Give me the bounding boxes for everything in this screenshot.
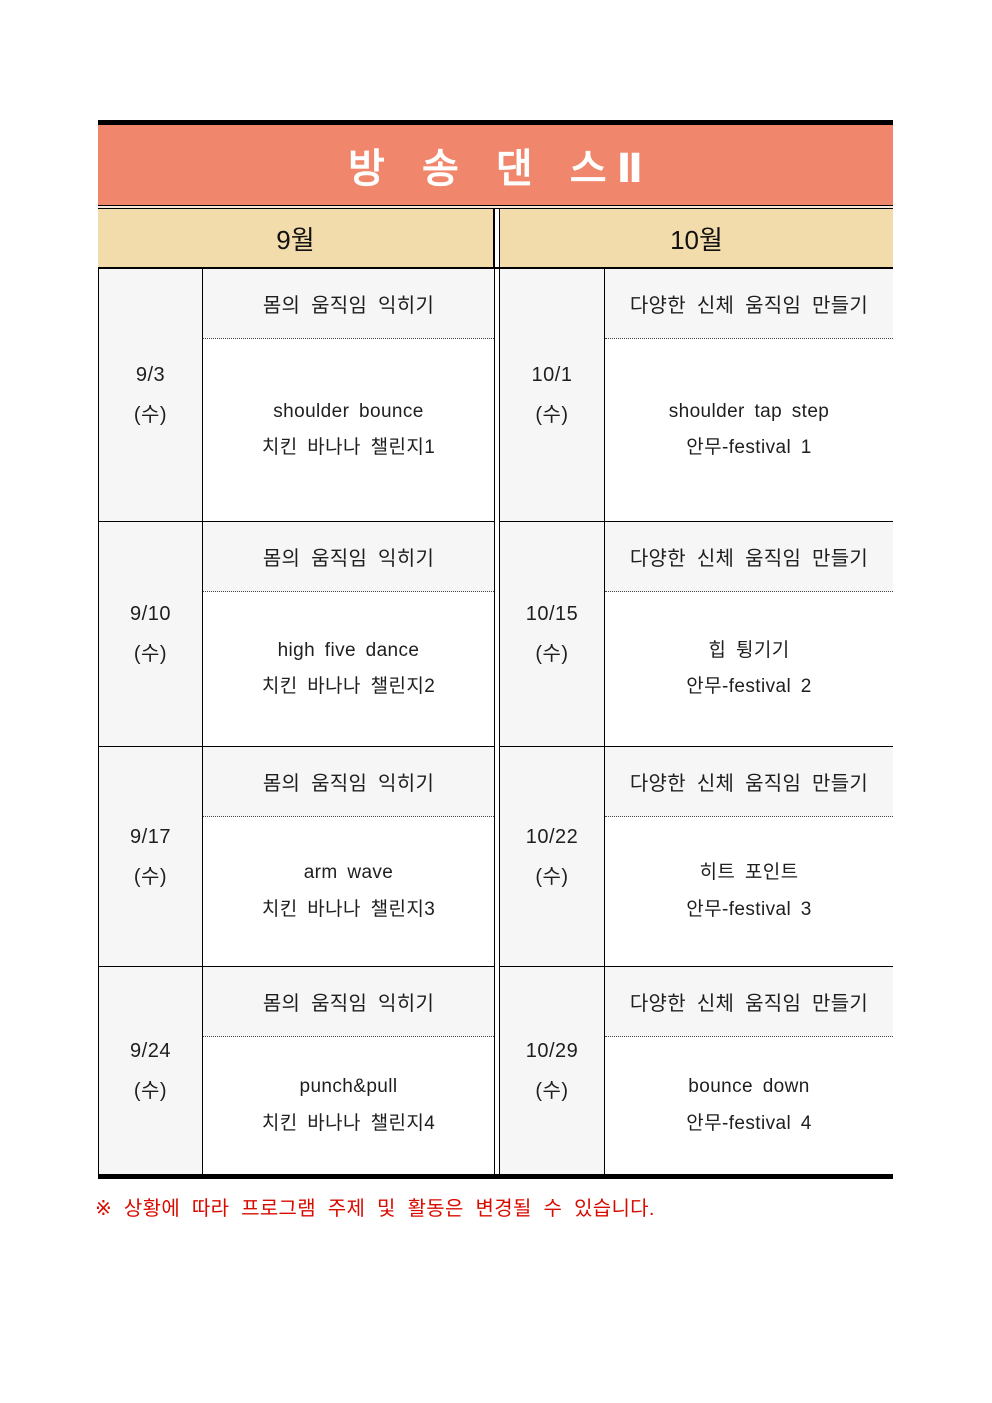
activity-line: 치킨 바나나 챌린지2 [261,676,436,697]
september-cell: 9/17 (수) 몸의 움직임 익히기 arm wave 치킨 바나나 챌린지3 [98,747,494,967]
date-label: 10/22 [525,825,579,848]
topic-cell: 다양한 신체 움직임 만들기 [605,522,893,592]
date-cell: 10/15 (수) [500,522,605,746]
activity-line: 치킨 바나나 챌린지3 [261,898,436,920]
day-label: (수) [535,1079,569,1102]
activity-cell: high five dance 치킨 바나나 챌린지2 [203,592,494,746]
schedule-row-1: 9/3 (수) 몸의 움직임 익히기 shoulder bounce 치킨 바나… [98,269,893,522]
activity-line: shoulder bounce [273,400,424,422]
lesson-cell: 다양한 신체 움직임 만들기 히트 포인트 안무-festival 3 [605,747,893,966]
september-cell: 9/24 (수) 몸의 움직임 익히기 punch&pull 치킨 바나나 챌린… [98,967,494,1174]
date-cell: 9/3 (수) [99,269,203,521]
october-cell: 10/1 (수) 다양한 신체 움직임 만들기 shoulder tap ste… [500,269,893,522]
month-header-october: 10월 [500,209,893,267]
title-divider [98,206,893,208]
lesson-cell: 몸의 움직임 익히기 shoulder bounce 치킨 바나나 챌린지1 [203,269,494,521]
date-label: 10/1 [531,364,573,386]
activity-line: shoulder tap step [668,400,830,422]
date-label: 9/10 [130,603,171,625]
column-divider [494,967,500,1174]
october-cell: 10/29 (수) 다양한 신체 움직임 만들기 bounce down 안무-… [500,967,893,1174]
activity-cell: 히트 포인트 안무-festival 3 [605,817,893,966]
activity-cell: punch&pull 치킨 바나나 챌린지4 [203,1037,494,1174]
topic-cell: 몸의 움직임 익히기 [203,747,494,817]
october-cell: 10/15 (수) 다양한 신체 움직임 만들기 힙 튕기기 안무-festiv… [500,522,893,747]
activity-cell: 힙 튕기기 안무-festival 2 [605,592,893,746]
date-label: 9/24 [130,1039,171,1062]
activity-line: arm wave [303,862,394,884]
topic-cell: 다양한 신체 움직임 만들기 [605,747,893,817]
month-header-september: 9월 [98,209,494,267]
activity-line: high five dance [277,639,420,661]
activity-cell: bounce down 안무-festival 4 [605,1037,893,1174]
date-cell: 9/24 (수) [99,967,203,1174]
activity-line: 안무-festival 4 [686,1112,812,1134]
day-label: (수) [535,865,569,888]
day-label: (수) [133,865,168,888]
day-label: (수) [133,643,168,665]
activity-line: bounce down [688,1076,810,1098]
document-title: 방 송 댄 스Ⅱ [348,147,653,191]
lesson-cell: 몸의 움직임 익히기 punch&pull 치킨 바나나 챌린지4 [203,967,494,1174]
month-header-row: 9월 10월 [98,208,893,269]
column-divider [494,522,500,747]
date-cell: 10/22 (수) [500,747,605,966]
lesson-cell: 다양한 신체 움직임 만들기 bounce down 안무-festival 4 [605,967,893,1174]
schedule-document: 방 송 댄 스Ⅱ 9월 10월 9/3 (수) 몸의 움직임 익히기 shoul… [98,120,893,1179]
column-divider [494,209,500,267]
date-cell: 10/1 (수) [500,269,605,521]
lesson-cell: 몸의 움직임 익히기 arm wave 치킨 바나나 챌린지3 [203,747,494,966]
date-label: 9/3 [135,364,166,386]
topic-cell: 다양한 신체 움직임 만들기 [605,967,893,1037]
title-banner: 방 송 댄 스Ⅱ [98,120,893,206]
day-label: (수) [535,643,569,665]
lesson-cell: 다양한 신체 움직임 만들기 shoulder tap step 안무-fest… [605,269,893,521]
schedule-row-2: 9/10 (수) 몸의 움직임 익히기 high five dance 치킨 바… [98,522,893,747]
date-cell: 10/29 (수) [500,967,605,1174]
activity-cell: arm wave 치킨 바나나 챌린지3 [203,817,494,966]
schedule-row-3: 9/17 (수) 몸의 움직임 익히기 arm wave 치킨 바나나 챌린지3… [98,747,893,967]
activity-line: 치킨 바나나 챌린지4 [261,1112,436,1134]
schedule-row-4: 9/24 (수) 몸의 움직임 익히기 punch&pull 치킨 바나나 챌린… [98,967,893,1174]
day-label: (수) [133,1079,168,1102]
october-cell: 10/22 (수) 다양한 신체 움직임 만들기 히트 포인트 안무-festi… [500,747,893,967]
date-label: 10/15 [525,603,579,625]
lesson-cell: 다양한 신체 움직임 만들기 힙 튕기기 안무-festival 2 [605,522,893,746]
activity-line: punch&pull [299,1076,398,1098]
september-cell: 9/10 (수) 몸의 움직임 익히기 high five dance 치킨 바… [98,522,494,747]
footnote: ※ 상황에 따라 프로그램 주제 및 활동은 변경될 수 있습니다. [95,1198,655,1220]
day-label: (수) [535,404,569,426]
activity-line: 안무-festival 1 [686,437,812,458]
schedule-table-body: 9/3 (수) 몸의 움직임 익히기 shoulder bounce 치킨 바나… [98,269,893,1179]
date-label: 10/29 [525,1039,579,1062]
activity-line: 힙 튕기기 [708,639,790,661]
day-label: (수) [133,404,168,426]
date-cell: 9/10 (수) [99,522,203,746]
activity-cell: shoulder bounce 치킨 바나나 챌린지1 [203,339,494,521]
date-cell: 9/17 (수) [99,747,203,966]
activity-line: 히트 포인트 [699,862,799,884]
topic-cell: 다양한 신체 움직임 만들기 [605,269,893,339]
activity-line: 치킨 바나나 챌린지1 [261,437,436,458]
topic-cell: 몸의 움직임 익히기 [203,967,494,1037]
column-divider [494,747,500,967]
lesson-cell: 몸의 움직임 익히기 high five dance 치킨 바나나 챌린지2 [203,522,494,746]
topic-cell: 몸의 움직임 익히기 [203,269,494,339]
september-cell: 9/3 (수) 몸의 움직임 익히기 shoulder bounce 치킨 바나… [98,269,494,522]
date-label: 9/17 [130,825,171,848]
topic-cell: 몸의 움직임 익히기 [203,522,494,592]
column-divider [494,269,500,522]
activity-line: 안무-festival 2 [686,676,812,697]
activity-cell: shoulder tap step 안무-festival 1 [605,339,893,521]
activity-line: 안무-festival 3 [686,898,812,920]
